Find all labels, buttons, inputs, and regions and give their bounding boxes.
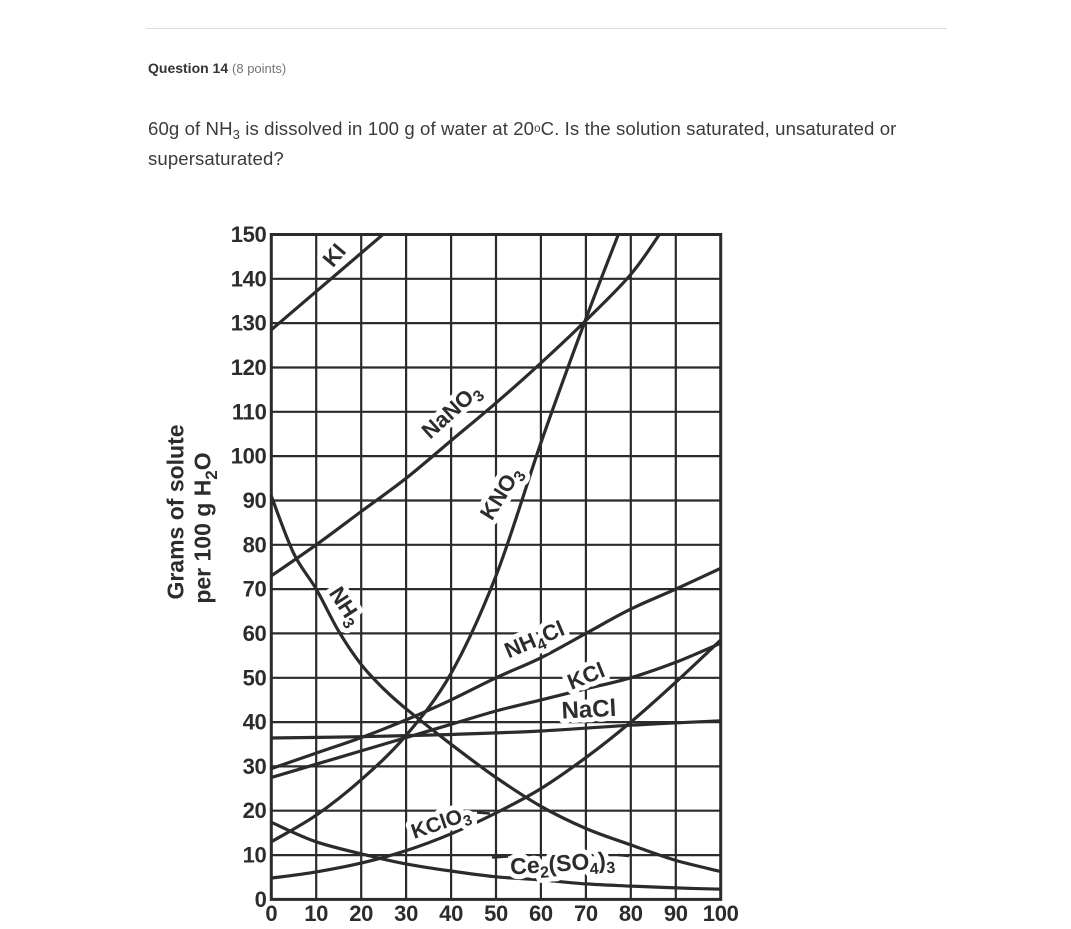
svg-text:Ce2(SO4)3: Ce2(SO4)3 [509,846,616,884]
svg-text:20: 20 [349,901,373,926]
svg-text:KNO3: KNO3 [475,462,530,527]
svg-text:40: 40 [439,901,463,926]
svg-text:100: 100 [703,901,739,926]
svg-text:140: 140 [231,266,267,291]
svg-text:110: 110 [232,399,267,424]
svg-text:KClO3: KClO3 [408,802,474,847]
svg-text:70: 70 [243,577,267,602]
svg-text:80: 80 [243,532,267,557]
svg-text:per 100 g H2O: per 100 g H2O [190,452,222,603]
svg-text:60: 60 [243,621,267,646]
svg-text:50: 50 [484,901,508,926]
svg-text:150: 150 [231,222,267,247]
svg-text:60: 60 [529,901,553,926]
svg-text:100: 100 [231,444,267,469]
svg-text:20: 20 [243,798,267,823]
svg-text:NaCl: NaCl [561,695,617,725]
svg-text:Grams of solute: Grams of solute [163,424,189,599]
svg-text:40: 40 [243,710,267,735]
svg-text:10: 10 [243,843,267,868]
svg-text:90: 90 [243,488,267,513]
svg-text:KCl: KCl [564,657,608,694]
svg-text:120: 120 [231,355,267,380]
svg-text:80: 80 [619,901,643,926]
svg-text:NaCl: NaCl [561,695,617,725]
svg-text:30: 30 [243,754,267,779]
svg-text:90: 90 [664,901,688,926]
svg-text:0: 0 [255,887,267,912]
svg-text:0: 0 [265,901,277,926]
svg-text:130: 130 [231,311,267,336]
svg-text:70: 70 [574,901,598,926]
svg-text:30: 30 [394,901,418,926]
svg-text:10: 10 [304,901,328,926]
svg-text:50: 50 [243,665,267,690]
